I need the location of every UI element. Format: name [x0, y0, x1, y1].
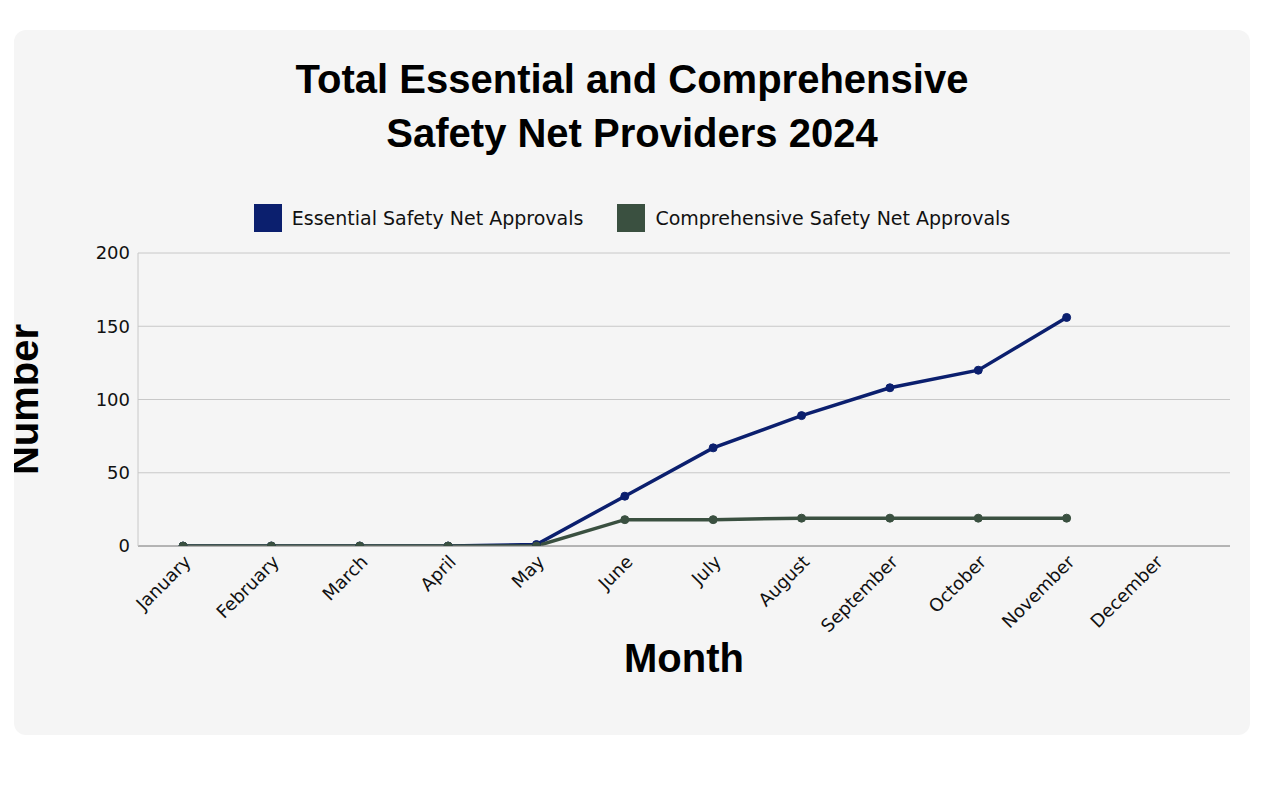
svg-text:September: September	[817, 551, 903, 637]
svg-text:100: 100	[96, 389, 130, 410]
svg-text:April: April	[416, 551, 460, 595]
svg-text:December: December	[1086, 551, 1167, 632]
svg-text:January: January	[131, 551, 195, 615]
html-text:Essential Safety Net Approvals: Essential Safety Net Approvals	[291, 207, 584, 229]
svg-text:August: August	[754, 551, 813, 610]
svg-text:50: 50	[107, 462, 130, 483]
svg-text:200: 200	[96, 242, 130, 263]
svg-text:July: July	[687, 551, 726, 590]
svg-text:October: October	[924, 551, 990, 617]
svg-text:0: 0	[119, 535, 130, 556]
svg-text:March: March	[318, 551, 372, 605]
html-text:Total Essential and Comprehens: Total Essential and Comprehensive Safety…	[295, 57, 969, 155]
svg-text:150: 150	[96, 316, 130, 337]
svg-text:November: November	[997, 551, 1078, 632]
svg-text:Number: Number	[14, 324, 46, 475]
svg-text:May: May	[507, 551, 548, 592]
svg-text:June: June	[593, 551, 636, 594]
svg-text:February: February	[212, 551, 283, 622]
html-text:Comprehensive Safety Net Appro: Comprehensive Safety Net Approvals	[655, 207, 1011, 229]
svg-text:Month: Month	[624, 636, 744, 680]
